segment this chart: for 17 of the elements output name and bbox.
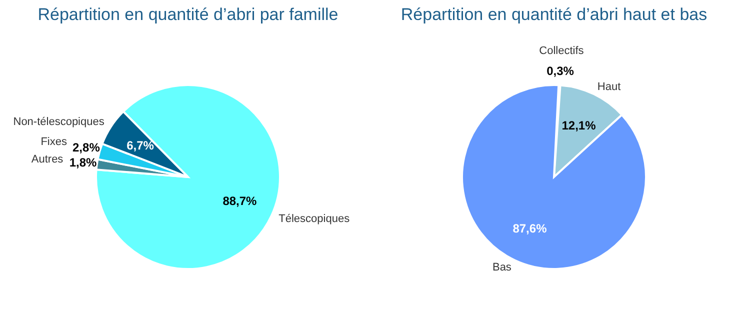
slice-label: Fixes (40, 136, 68, 148)
slice-label: Non-télescopiques (13, 116, 105, 128)
slice-label: Collectifs (539, 45, 584, 58)
chart-title: Répartition en quantité d’abri par famille (38, 5, 338, 24)
data-label: 2,8% (72, 140, 100, 155)
data-label: 88,7% (222, 194, 258, 208)
data-label: 6,7% (126, 138, 154, 153)
slice-label: Bas (492, 261, 512, 274)
slice-label: Autres (31, 154, 64, 166)
data-label: 0,3% (546, 64, 574, 78)
data-label: 87,6% (512, 222, 548, 236)
slice-label: Télescopiques (278, 213, 350, 226)
data-label: 12,1% (562, 118, 596, 133)
chart-title: Répartition en quantité d’abri haut et bas (400, 5, 708, 24)
pie-slice (461, 84, 647, 270)
slice-label: Haut (597, 80, 621, 93)
data-label: 1,8% (69, 155, 97, 170)
